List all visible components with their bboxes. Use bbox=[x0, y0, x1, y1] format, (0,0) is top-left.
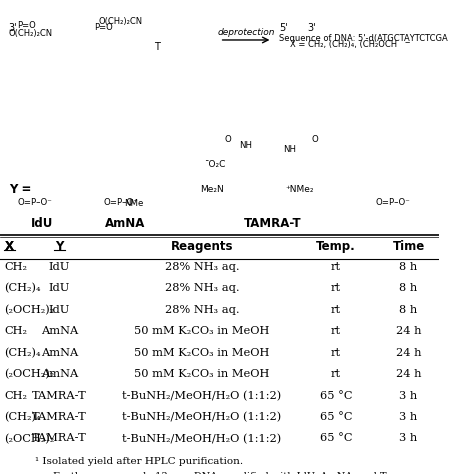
Text: T: T bbox=[154, 42, 160, 52]
Text: Time: Time bbox=[392, 240, 425, 253]
Text: rt: rt bbox=[331, 262, 341, 272]
Text: O: O bbox=[312, 135, 319, 144]
Text: CH₂: CH₂ bbox=[4, 391, 27, 401]
Text: TAMRA-T: TAMRA-T bbox=[32, 391, 87, 401]
Text: Me₂N: Me₂N bbox=[200, 185, 224, 194]
Text: IdU: IdU bbox=[49, 283, 70, 293]
Text: 3 h: 3 h bbox=[400, 433, 418, 444]
Text: 28% NH₃ aq.: 28% NH₃ aq. bbox=[165, 283, 239, 293]
Text: 50 mM K₂CO₃ in MeOH: 50 mM K₂CO₃ in MeOH bbox=[135, 326, 270, 336]
Text: 28% NH₃ aq.: 28% NH₃ aq. bbox=[165, 305, 239, 315]
Text: Temp.: Temp. bbox=[316, 240, 356, 253]
Text: (CH₂)₄: (CH₂)₄ bbox=[4, 283, 41, 293]
Text: (₂OCH₂)₂: (₂OCH₂)₂ bbox=[4, 369, 55, 379]
Text: 65 °C: 65 °C bbox=[320, 391, 352, 401]
Text: X: X bbox=[4, 240, 13, 253]
Text: CH₂: CH₂ bbox=[4, 326, 27, 336]
Text: 3': 3' bbox=[9, 23, 18, 33]
Text: (₂OCH₂)₂: (₂OCH₂)₂ bbox=[4, 305, 55, 315]
Text: ¹ Isolated yield after HPLC purification.: ¹ Isolated yield after HPLC purification… bbox=[35, 457, 243, 466]
Text: O: O bbox=[224, 135, 231, 144]
Text: IdU: IdU bbox=[49, 262, 70, 272]
Text: O=P–O⁻: O=P–O⁻ bbox=[375, 198, 410, 207]
Text: AmNA: AmNA bbox=[41, 369, 78, 379]
Text: AmNA: AmNA bbox=[41, 347, 78, 357]
Text: (CH₂)₄: (CH₂)₄ bbox=[4, 412, 41, 422]
Text: 50 mM K₂CO₃ in MeOH: 50 mM K₂CO₃ in MeOH bbox=[135, 347, 270, 357]
Text: rt: rt bbox=[331, 305, 341, 315]
Text: 3': 3' bbox=[308, 23, 316, 33]
Text: 8 h: 8 h bbox=[400, 283, 418, 293]
Text: rt: rt bbox=[331, 326, 341, 336]
Text: P=O: P=O bbox=[18, 21, 36, 30]
Text: O=P–O⁻: O=P–O⁻ bbox=[103, 198, 138, 207]
Text: (CH₂)₄: (CH₂)₄ bbox=[4, 347, 41, 358]
Text: rt: rt bbox=[331, 347, 341, 357]
Text: X: X bbox=[4, 240, 13, 253]
Text: CH₂: CH₂ bbox=[4, 262, 27, 272]
Text: 8 h: 8 h bbox=[400, 262, 418, 272]
Text: TAMRA-T: TAMRA-T bbox=[244, 217, 301, 230]
Text: ¯O₂C: ¯O₂C bbox=[204, 160, 226, 169]
Text: TAMRA-T: TAMRA-T bbox=[32, 412, 87, 422]
Text: 50 mM K₂CO₃ in MeOH: 50 mM K₂CO₃ in MeOH bbox=[135, 369, 270, 379]
Text: 24 h: 24 h bbox=[396, 369, 421, 379]
Text: Furthermore, crude 13-mer DNAs modified with IdU, AmNA, and T: Furthermore, crude 13-mer DNAs modified … bbox=[53, 472, 386, 474]
Text: rt: rt bbox=[331, 283, 341, 293]
Text: rt: rt bbox=[331, 369, 341, 379]
Text: O(CH₂)₂CN: O(CH₂)₂CN bbox=[9, 29, 53, 38]
Text: (₂OCH₂)₂: (₂OCH₂)₂ bbox=[4, 433, 55, 444]
Text: NH: NH bbox=[283, 145, 296, 154]
Text: TAMRA-T: TAMRA-T bbox=[32, 433, 87, 444]
Text: Y =: Y = bbox=[9, 183, 31, 196]
Text: t-BuNH₂/MeOH/H₂O (1:1:2): t-BuNH₂/MeOH/H₂O (1:1:2) bbox=[122, 412, 282, 422]
Text: X = CH₂, (CH₂)₄, (CH₂OCH: X = CH₂, (CH₂)₄, (CH₂OCH bbox=[290, 40, 397, 49]
Text: AmNA: AmNA bbox=[105, 217, 146, 230]
Text: t-BuNH₂/MeOH/H₂O (1:1:2): t-BuNH₂/MeOH/H₂O (1:1:2) bbox=[122, 433, 282, 444]
Text: 24 h: 24 h bbox=[396, 347, 421, 357]
Text: O=P–O⁻: O=P–O⁻ bbox=[18, 198, 52, 207]
Text: 24 h: 24 h bbox=[396, 326, 421, 336]
Text: Reagents: Reagents bbox=[171, 240, 233, 253]
Text: NH: NH bbox=[239, 141, 253, 150]
Text: 65 °C: 65 °C bbox=[320, 433, 352, 444]
Text: t-BuNH₂/MeOH/H₂O (1:1:2): t-BuNH₂/MeOH/H₂O (1:1:2) bbox=[122, 391, 282, 401]
Text: 3 h: 3 h bbox=[400, 391, 418, 401]
Text: O(CH₂)₂CN: O(CH₂)₂CN bbox=[99, 17, 143, 26]
Text: IdU: IdU bbox=[49, 305, 70, 315]
Text: 3 h: 3 h bbox=[400, 412, 418, 422]
Text: AmNA: AmNA bbox=[41, 326, 78, 336]
Text: Sequence of DNA: 5'-d(ATGCTA̲YTCTCGA: Sequence of DNA: 5'-d(ATGCTA̲YTCTCGA bbox=[279, 34, 448, 43]
Text: Y: Y bbox=[55, 240, 64, 253]
Text: NMe: NMe bbox=[124, 199, 144, 208]
Text: ⁺NMe₂: ⁺NMe₂ bbox=[285, 185, 314, 194]
Text: IdU: IdU bbox=[30, 217, 53, 230]
Text: 28% NH₃ aq.: 28% NH₃ aq. bbox=[165, 262, 239, 272]
Text: 8 h: 8 h bbox=[400, 305, 418, 315]
Text: 65 °C: 65 °C bbox=[320, 412, 352, 422]
Text: P=O: P=O bbox=[94, 23, 113, 32]
Text: deprotection: deprotection bbox=[217, 28, 275, 37]
Text: 5': 5' bbox=[279, 23, 288, 33]
